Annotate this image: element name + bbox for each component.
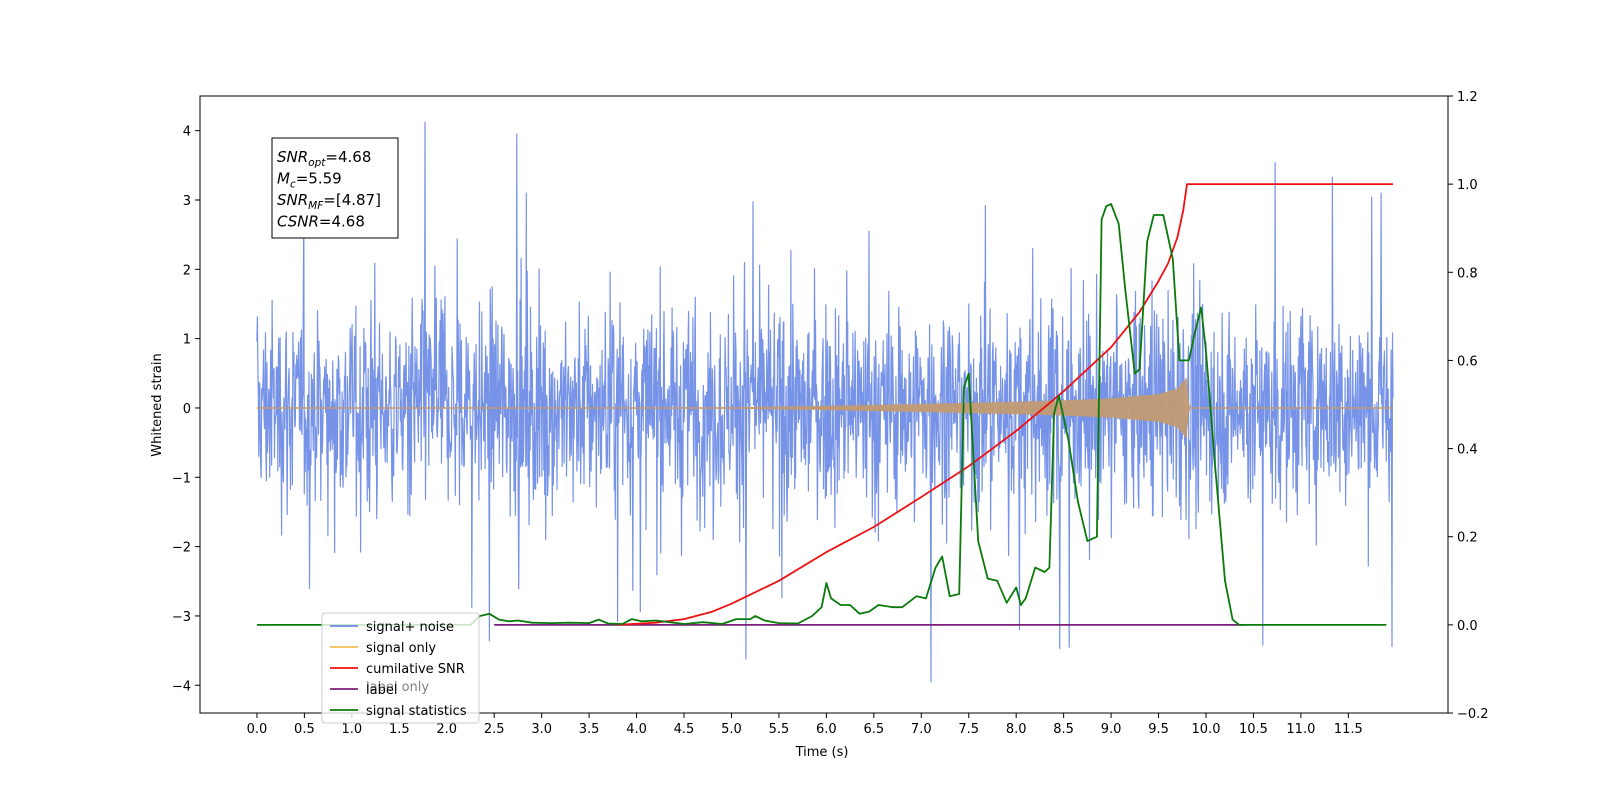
x-tick-label: 3.5 <box>579 722 600 737</box>
legend-label: signal+ noise <box>366 620 454 635</box>
x-tick-label: 6.5 <box>863 722 884 737</box>
y-tick-label-left: 4 <box>183 125 191 140</box>
y-tick-label-left: 3 <box>183 194 191 209</box>
x-tick-label: 3.0 <box>531 722 552 737</box>
series-signal-only <box>256 377 1393 439</box>
stats-line: Mc=5.59 <box>277 170 342 191</box>
legend: label only signal+ noise signal only cumila… <box>321 612 480 724</box>
series-line-signal-noise <box>256 121 1394 683</box>
stats-line: CSNR=4.68 <box>277 213 365 231</box>
y-tick-label-left: 0 <box>183 402 191 417</box>
legend-frame <box>321 612 480 724</box>
x-tick-label: 11.5 <box>1334 722 1363 737</box>
x-tick-label: 9.0 <box>1101 722 1122 737</box>
x-tick-label: 5.0 <box>721 722 742 737</box>
x-tick-label: 5.5 <box>769 722 790 737</box>
y-tick-label-left: 2 <box>183 263 191 278</box>
series-cumulative-snr <box>617 183 1393 626</box>
y-tick-label-left: −4 <box>172 679 191 694</box>
y-tick-label-right: −0.2 <box>1457 707 1489 722</box>
x-tick-label: 4.5 <box>674 722 695 737</box>
x-tick-label: 10.0 <box>1192 722 1221 737</box>
series-signal-noise <box>256 121 1394 683</box>
x-tick-label: 0.5 <box>294 722 315 737</box>
y-tick-label-left: −1 <box>172 471 191 486</box>
x-tick-label: 7.5 <box>958 722 979 737</box>
x-tick-label: 2.5 <box>484 722 505 737</box>
x-tick-label: 8.5 <box>1053 722 1074 737</box>
x-tick-label: 1.0 <box>342 722 363 737</box>
y-axis-label: Whitened strain <box>150 353 165 456</box>
x-tick-label: 1.5 <box>389 722 410 737</box>
series-signal-statistics <box>256 203 1387 626</box>
axes: 0.0 0.5 1.0 1.5 2.0 2.5 3.0 3.5 4.0 4.5 5.0 5.5 6.0 6… <box>172 90 1489 737</box>
x-tick-label: 8.0 <box>1006 722 1027 737</box>
x-tick-label: 9.5 <box>1148 722 1169 737</box>
y-tick-label-right: 0.2 <box>1457 531 1478 546</box>
legend-ghost-text: label only <box>366 680 429 695</box>
y-tick-label-right: 0.6 <box>1457 354 1478 369</box>
x-tick-label: 6.0 <box>816 722 837 737</box>
legend-label: signal only <box>366 641 436 656</box>
y-tick-label-right: 0.8 <box>1457 266 1478 281</box>
y-tick-label-left: −2 <box>172 541 191 556</box>
x-tick-label: 0.0 <box>247 722 268 737</box>
stats-line: SNRMF=[4.87] <box>277 191 381 212</box>
y-tick-label-right: 0.4 <box>1457 443 1478 458</box>
stats-box-frame <box>271 137 399 239</box>
series-line-signal-statistics <box>256 203 1387 626</box>
y-tick-label-right: 0.0 <box>1457 619 1478 634</box>
y-tick-label-left: 1 <box>183 333 191 348</box>
series-line-cumulative-snr <box>617 183 1393 626</box>
legend-label: cumilative SNR <box>366 662 465 677</box>
plot-frame <box>199 95 1449 714</box>
x-tick-label: 4.0 <box>626 722 647 737</box>
x-tick-label: 10.5 <box>1239 722 1268 737</box>
y-tick-label-right: 1.0 <box>1457 178 1478 193</box>
legend-label: signal statistics <box>366 704 467 719</box>
y-tick-label-left: −3 <box>172 610 191 625</box>
x-axis-label: Time (s) <box>795 745 849 760</box>
x-tick-label: 11.0 <box>1286 722 1315 737</box>
x-tick-label: 7.0 <box>911 722 932 737</box>
y-tick-label-right: 1.2 <box>1457 90 1478 105</box>
stats-line: SNRopt=4.68 <box>277 148 371 169</box>
x-tick-label: 2.0 <box>436 722 457 737</box>
legend-label: label <box>366 683 397 698</box>
